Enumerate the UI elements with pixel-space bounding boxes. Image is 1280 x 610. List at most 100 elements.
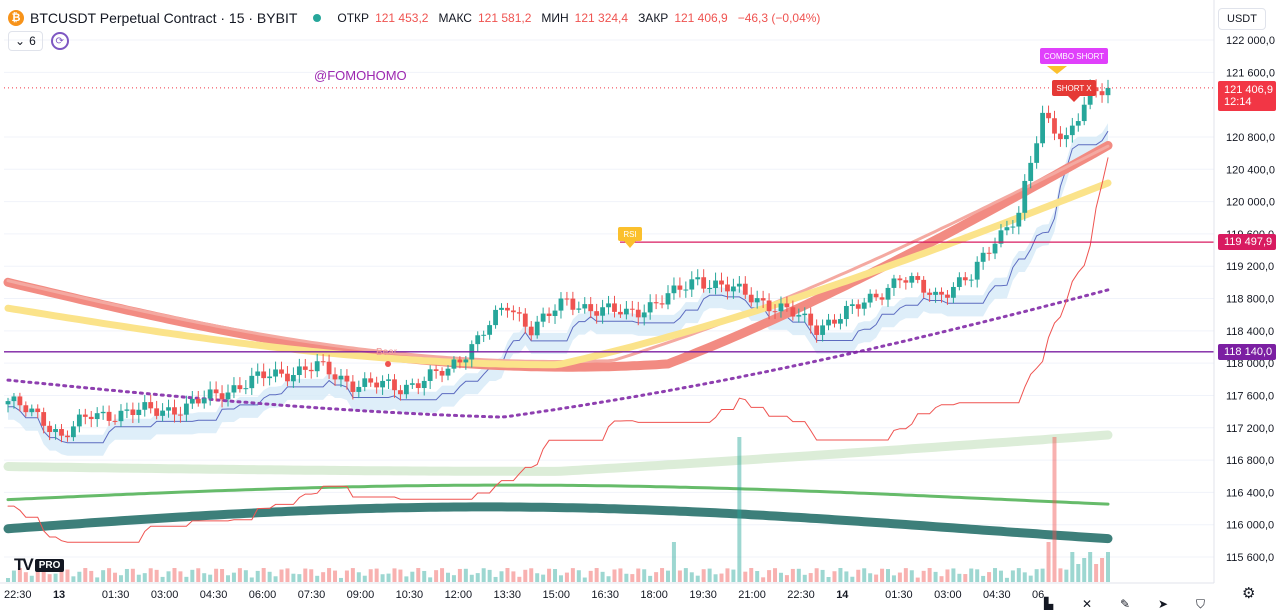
volume-bar — [1004, 577, 1009, 582]
price-tick-label: 122 000,0 — [1226, 35, 1275, 47]
candle-body — [564, 298, 570, 300]
close-icon[interactable]: ✕ — [1082, 597, 1093, 610]
volume-bar — [154, 569, 159, 582]
refresh-icon[interactable]: ⟳ — [50, 32, 69, 50]
candle-body — [986, 252, 992, 254]
rsi-arrow — [624, 241, 636, 248]
candle-body — [261, 371, 267, 379]
candle-body — [832, 319, 837, 324]
volume-bar — [315, 575, 320, 582]
send-icon[interactable]: ➤ — [1158, 597, 1169, 610]
tradingview-logo[interactable]: TV PRO — [14, 555, 65, 575]
volume-bar — [95, 577, 100, 582]
candle-body — [552, 310, 558, 316]
volume-bar — [220, 569, 225, 582]
volume-bar — [909, 570, 914, 582]
volume-bar — [422, 570, 427, 582]
indicators-toggle-button[interactable]: ⌄ 6 — [8, 31, 43, 51]
symbol-title[interactable]: BTCUSDT Perpetual Contract · 15 · BYBIT — [30, 10, 298, 26]
volume-bar — [65, 569, 70, 582]
candle-body — [731, 286, 736, 292]
low-label: МИН — [541, 11, 569, 25]
volume-bar — [172, 568, 177, 582]
candle-body — [1034, 143, 1040, 163]
volume-bar — [416, 568, 421, 582]
volume-bar — [743, 571, 748, 582]
currency-selector[interactable]: USDT — [1218, 8, 1266, 30]
candle-body — [433, 369, 439, 371]
volume-bar — [648, 575, 653, 582]
time-tick-label: 10:30 — [396, 589, 424, 601]
volume-bar — [1106, 552, 1110, 582]
bookmark-icon[interactable]: ▙ — [1044, 597, 1054, 610]
candle-body — [1063, 135, 1069, 140]
sma-teal — [3, 502, 1113, 544]
candle-body — [921, 279, 927, 293]
volume-bar — [564, 572, 569, 582]
candle-body — [736, 283, 742, 287]
volume-bar — [903, 568, 908, 582]
volume-bar — [523, 569, 528, 582]
volume-bar — [975, 569, 980, 582]
volume-bar — [1022, 572, 1027, 582]
price-tick-label: 118 400,0 — [1226, 326, 1274, 338]
volume-bar — [451, 575, 456, 582]
candle-body — [1010, 226, 1016, 228]
candle-body — [314, 361, 320, 372]
volume-bar — [1034, 569, 1039, 582]
volume-bar — [261, 568, 266, 582]
candle-body — [980, 252, 986, 262]
chevron-down-icon: ⌄ — [15, 34, 26, 48]
watermark-text: @FOMOHOMO — [314, 68, 407, 83]
candle-body — [225, 392, 231, 400]
price-tick-label: 116 400,0 — [1226, 487, 1274, 499]
volume-bar — [897, 572, 902, 582]
candle-body — [29, 408, 35, 413]
candle-body — [487, 325, 493, 335]
price-tick-label: 118 800,0 — [1226, 294, 1274, 306]
candle-body — [398, 390, 403, 395]
volume-bar — [689, 572, 694, 582]
volume-bar — [868, 573, 873, 582]
time-tick-label: 14 — [836, 589, 849, 601]
combo-short-marker-text: COMBO SHORT — [1044, 52, 1104, 61]
ema-yellow — [4, 179, 1112, 369]
volume-bar — [184, 576, 189, 582]
volume-bar — [303, 568, 308, 582]
open-value: 121 453,2 — [375, 11, 429, 25]
volume-bar — [493, 576, 498, 582]
high-value: 121 581,2 — [477, 11, 532, 25]
combo-short-marker: COMBO SHORT — [1040, 48, 1108, 64]
candle-body — [273, 369, 278, 377]
volume-bar — [719, 573, 724, 582]
volume-bar — [529, 568, 534, 582]
volume-bar — [344, 570, 349, 582]
volume-bar — [761, 577, 766, 582]
volume-bar — [368, 569, 373, 582]
volume-bar — [1058, 568, 1063, 582]
candle-body — [82, 414, 88, 417]
candle-countdown: 12:14 — [1224, 96, 1252, 108]
candle-body — [53, 429, 58, 433]
candle-body — [927, 292, 933, 295]
gear-icon[interactable]: ⚙ — [1242, 585, 1256, 602]
candle-body — [951, 286, 956, 298]
candle-body — [820, 325, 825, 335]
volume-bar — [671, 542, 676, 582]
volume-bar — [487, 569, 492, 582]
pen-icon[interactable]: ✎ — [1120, 597, 1131, 610]
level-price-tag-purple: 118 140,0 — [1218, 344, 1276, 360]
rsi-marker-text: RSI — [623, 230, 636, 239]
time-tick-label: 13 — [53, 589, 65, 601]
candle-body — [612, 303, 617, 312]
price-tick-label: 119 200,0 — [1226, 261, 1274, 273]
volume-bar — [350, 568, 355, 582]
candle-body — [332, 374, 338, 380]
candle-body — [207, 389, 213, 399]
candle-body — [992, 243, 998, 254]
volume-bar — [594, 568, 599, 582]
volume-bar — [963, 574, 968, 582]
shield-icon[interactable]: ⛉ — [1196, 597, 1206, 610]
candle-body — [1081, 104, 1087, 122]
